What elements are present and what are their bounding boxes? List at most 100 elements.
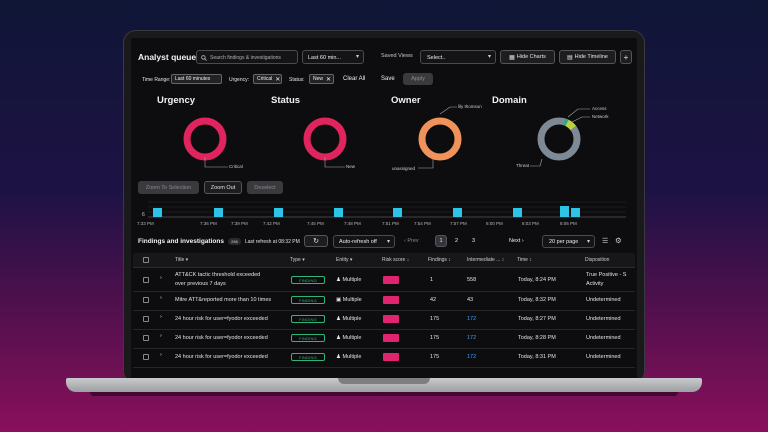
zoom-to-selection-button[interactable]: Zoom To Selection bbox=[138, 181, 199, 194]
hide-timeline-button[interactable]: ▤ Hide Timeline bbox=[559, 50, 616, 64]
clear-all-link[interactable]: Clear All bbox=[343, 76, 366, 82]
disposition-line-2: Activity bbox=[586, 281, 604, 287]
laptop-notch bbox=[338, 378, 430, 384]
page-1-button[interactable]: 1 bbox=[435, 235, 447, 247]
table-row[interactable] bbox=[133, 310, 635, 330]
timeline-bar[interactable] bbox=[153, 208, 162, 217]
row-title-line-2[interactable]: over previous 7 days bbox=[175, 281, 226, 287]
intermediate-cell[interactable]: 172 bbox=[467, 316, 477, 322]
row-checkbox[interactable] bbox=[143, 316, 149, 322]
time-range-filter-chip[interactable]: Last 60 minutes bbox=[171, 74, 222, 84]
auto-refresh-select[interactable]: Auto-refresh off ▾ bbox=[333, 235, 395, 248]
chevron-left-icon: ‹ bbox=[404, 238, 406, 244]
column-header-findings[interactable]: Findings ↕ bbox=[428, 257, 451, 263]
per-page-select[interactable]: 20 per page ▾ bbox=[542, 235, 595, 248]
type-badge-label: FINDING bbox=[299, 277, 317, 283]
status-filter-chip[interactable]: New ✕ bbox=[309, 74, 334, 84]
column-header-type[interactable]: Type ▾ bbox=[290, 257, 305, 263]
column-findings-label: Findings bbox=[428, 257, 447, 263]
entity-cell: ▣ Multiple bbox=[336, 297, 362, 303]
domain-slice-label-2: Network bbox=[592, 114, 609, 119]
sliders-icon[interactable]: ☰ bbox=[602, 238, 609, 245]
row-checkbox[interactable] bbox=[143, 335, 149, 341]
entity-value: Multiple bbox=[342, 335, 362, 341]
column-header-entity[interactable]: Entity ▾ bbox=[336, 257, 352, 263]
intermediate-cell: 558 bbox=[467, 277, 477, 283]
apply-button[interactable]: Apply bbox=[403, 73, 433, 85]
findings-count: 286 bbox=[231, 239, 238, 244]
timeline-bar[interactable] bbox=[513, 208, 522, 217]
findings-cell: 1 bbox=[430, 277, 434, 283]
type-badge: FINDING bbox=[291, 276, 325, 284]
sort-icon: ▾ bbox=[302, 257, 305, 263]
gear-icon[interactable]: ⚙ bbox=[615, 236, 622, 245]
page-3-link[interactable]: 3 bbox=[472, 238, 476, 244]
risk-score-bar bbox=[383, 334, 399, 342]
chevron-down-icon: ▾ bbox=[487, 54, 491, 60]
expand-row-icon[interactable]: › bbox=[160, 275, 162, 281]
timeline-bar[interactable] bbox=[453, 208, 462, 217]
type-badge-label: FINDING bbox=[299, 316, 317, 322]
risk-score-bar bbox=[383, 276, 399, 284]
row-checkbox[interactable] bbox=[143, 277, 149, 283]
column-header-intermediate[interactable]: Intermediate ... ↕ bbox=[467, 257, 504, 263]
row-checkbox[interactable] bbox=[143, 297, 149, 303]
table-row[interactable] bbox=[133, 291, 635, 311]
expand-row-icon[interactable]: › bbox=[160, 333, 162, 339]
timeline-bar[interactable] bbox=[393, 208, 402, 217]
column-header-title[interactable]: Title ▾ bbox=[175, 257, 188, 263]
table-row[interactable] bbox=[133, 348, 635, 368]
search-input[interactable]: Search findings & investigations bbox=[196, 50, 298, 64]
row-title-line-1[interactable]: ATT&CK tactic threshold exceeded bbox=[175, 272, 261, 278]
zoom-out-label: Zoom Out bbox=[210, 184, 236, 191]
add-button[interactable]: + bbox=[620, 50, 632, 64]
risk-score-bar bbox=[383, 353, 399, 361]
auto-refresh-value: Auto-refresh off bbox=[339, 239, 377, 245]
intermediate-cell[interactable]: 172 bbox=[467, 335, 477, 341]
row-title-line-1[interactable]: 24 hour risk for user=fyodor exceeded bbox=[175, 316, 268, 322]
domain-donut-chart[interactable] bbox=[534, 114, 584, 164]
table-row[interactable] bbox=[133, 329, 635, 349]
urgency-filter-chip[interactable]: Critical ✕ bbox=[253, 74, 282, 84]
save-link[interactable]: Save bbox=[381, 76, 395, 82]
intermediate-cell[interactable]: 172 bbox=[467, 354, 477, 360]
refresh-button[interactable]: ↻ bbox=[304, 235, 328, 247]
timeline-tick: 7:36 PM bbox=[200, 221, 217, 226]
close-icon[interactable]: ✕ bbox=[275, 76, 281, 83]
timeline-tick: 7:51 PM bbox=[382, 221, 399, 226]
saved-views-select[interactable]: Select.. ▾ bbox=[420, 50, 496, 64]
row-checkbox[interactable] bbox=[143, 354, 149, 360]
timeline-y-label: 6 bbox=[142, 212, 145, 218]
timeline-bar[interactable] bbox=[560, 206, 569, 217]
time-range-select[interactable]: Last 60 min... ▾ bbox=[302, 50, 364, 64]
timeline-bar[interactable] bbox=[334, 208, 343, 217]
timeline-tick: 7:39 PM bbox=[231, 221, 248, 226]
column-header-risk-score[interactable]: Risk score ↓ bbox=[382, 257, 409, 263]
hide-charts-button[interactable]: ▦ Hide Charts bbox=[500, 50, 555, 64]
disposition-line-1: True Positive - S bbox=[586, 272, 627, 278]
row-title-line-1[interactable]: Mitre ATT&reported more than 10 times bbox=[175, 297, 272, 303]
table-row[interactable] bbox=[133, 268, 635, 292]
column-header-disposition[interactable]: Disposition bbox=[585, 257, 609, 263]
page-2-link[interactable]: 2 bbox=[455, 238, 459, 244]
zoom-out-button[interactable]: Zoom Out bbox=[204, 181, 242, 194]
timeline-grid bbox=[148, 201, 626, 218]
deselect-button[interactable]: Deselect bbox=[247, 181, 283, 194]
expand-row-icon[interactable]: › bbox=[160, 314, 162, 320]
select-all-checkbox[interactable] bbox=[143, 257, 149, 263]
type-badge: FINDING bbox=[291, 334, 325, 342]
owner-donut-chart[interactable] bbox=[415, 114, 465, 164]
row-title-line-1[interactable]: 24 hour risk for user=fyodor exceeded bbox=[175, 335, 268, 341]
sort-icon: ▾ bbox=[349, 257, 353, 263]
timeline-bar[interactable] bbox=[214, 208, 223, 217]
timeline-bar[interactable] bbox=[571, 208, 580, 217]
expand-row-icon[interactable]: › bbox=[160, 295, 162, 301]
next-page-link[interactable]: Next › bbox=[509, 238, 524, 244]
expand-row-icon[interactable]: › bbox=[160, 352, 162, 358]
column-header-time[interactable]: Time ↕ bbox=[517, 257, 532, 263]
close-icon[interactable]: ✕ bbox=[326, 76, 332, 83]
row-title-line-1[interactable]: 24 hour risk for user=fyodor exceeded bbox=[175, 354, 268, 360]
timeline-bar[interactable] bbox=[274, 208, 283, 217]
prev-page-link[interactable]: ‹ Prev bbox=[404, 238, 419, 244]
disposition-line-1: Undetermined bbox=[586, 335, 621, 341]
